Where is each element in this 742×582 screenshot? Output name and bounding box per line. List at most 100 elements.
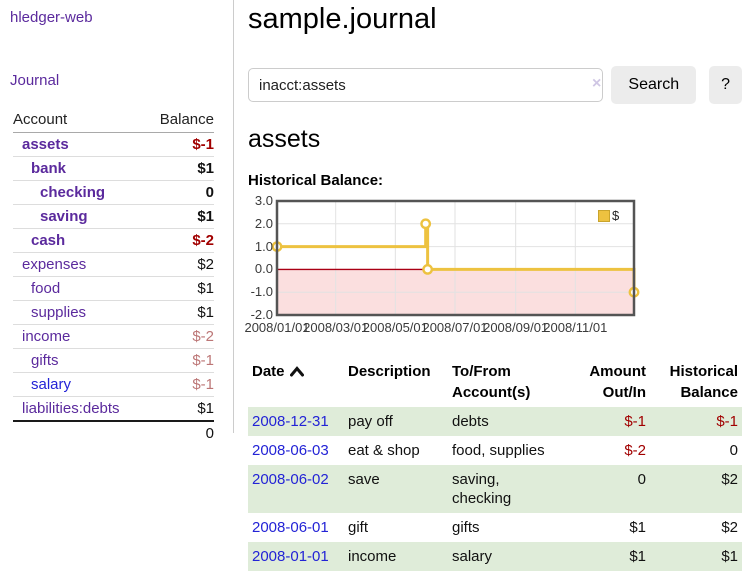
transaction-accounts: debts	[452, 413, 489, 430]
table-row: 2008-01-01 income salary $1 $1	[248, 542, 742, 571]
x-axis-tick-label: 2008/11/01	[543, 320, 608, 335]
main-content: sample.journal × Search ? assets Histori…	[244, 0, 742, 571]
chart-heading: Historical Balance:	[248, 172, 384, 189]
sidebar-account-balance: $-1	[192, 376, 214, 393]
register-column-header: Amount Out/In	[589, 363, 646, 401]
x-axis-tick-label: 2008/09/01	[483, 320, 549, 335]
transaction-description: eat & shop	[348, 442, 420, 459]
sort-ascending-icon	[289, 366, 304, 377]
sidebar-account-row: saving $1	[13, 205, 214, 229]
x-axis-tick-label: 2008/03/01	[303, 320, 369, 335]
sidebar-account-link[interactable]: bank	[31, 160, 67, 177]
transaction-date-link[interactable]: 2008-06-03	[252, 442, 329, 459]
page-title: sample.journal	[248, 3, 437, 35]
sidebar-account-link[interactable]: supplies	[31, 304, 87, 321]
y-axis-tick-label: 3.0	[254, 193, 273, 208]
sidebar-account-row: bank $1	[13, 157, 214, 181]
sidebar-account-link[interactable]: saving	[40, 208, 88, 225]
sidebar-account-row: checking 0	[13, 181, 214, 205]
y-axis-tick-label: 2.0	[254, 215, 273, 231]
accounts-table-header: Account Balance	[13, 108, 214, 133]
x-axis-tick-label: 2008/05/01	[362, 320, 428, 335]
historical-balance-chart: 3.0 2.0 1.0 0.0 -1.0 -2.0 2008/01/01 2008/03/01…	[244, 194, 742, 340]
sidebar-account-link[interactable]: liabilities:debts	[22, 400, 120, 417]
transaction-date-link[interactable]: 2008-06-02	[252, 471, 329, 488]
sidebar-account-balance: $1	[197, 400, 214, 417]
sidebar-account-row: salary $-1	[13, 373, 214, 397]
sidebar-account-row: cash $-2	[13, 229, 214, 253]
transaction-accounts: saving, checking	[452, 471, 512, 507]
register-column-header[interactable]: Date	[248, 361, 344, 407]
transaction-amount: $-1	[624, 413, 646, 430]
transaction-amount: $-2	[624, 442, 646, 459]
sidebar-account-balance: 0	[205, 184, 214, 201]
sidebar-account-link[interactable]: expenses	[22, 256, 87, 273]
sidebar-account-link[interactable]: assets	[22, 136, 69, 153]
register-column-header: Historical Balance	[669, 363, 738, 401]
table-row: 2008-06-01 gift gifts $1 $2	[248, 513, 742, 542]
sidebar-account-row: supplies $1	[13, 301, 214, 325]
sidebar-account-link[interactable]: checking	[40, 184, 106, 201]
transaction-running-balance: $2	[721, 519, 738, 536]
accounts-total-balance: 0	[205, 425, 214, 442]
sidebar-account-balance: $-2	[192, 328, 214, 345]
sidebar-account-row: assets $-1	[13, 133, 214, 157]
sidebar-account-balance: $2	[197, 256, 214, 273]
accounts-table: Account Balance assets $-1 bank $1 checking 0…	[13, 108, 214, 445]
transaction-date-link[interactable]: 2008-12-31	[252, 413, 329, 430]
sidebar-item-journal[interactable]: Journal	[10, 72, 60, 89]
chart-legend: $	[598, 208, 619, 223]
data-point	[420, 218, 432, 230]
brand-link[interactable]: hledger-web	[10, 9, 93, 26]
y-axis-tick-label: 1.0	[254, 238, 273, 254]
transaction-amount: $1	[629, 519, 646, 536]
transaction-running-balance: $-1	[716, 413, 738, 430]
transaction-accounts: food, supplies	[452, 442, 545, 459]
transaction-running-balance: $2	[721, 471, 738, 488]
sidebar-account-balance: $1	[197, 208, 214, 225]
sidebar-account-link[interactable]: food	[31, 280, 61, 297]
sidebar-account-link[interactable]: gifts	[31, 352, 59, 369]
register-column-header: To/From Account(s)	[452, 363, 531, 401]
accounts-total-row: 0	[13, 420, 214, 445]
sidebar-account-balance: $-2	[192, 232, 214, 249]
sidebar-account-balance: $1	[197, 280, 214, 297]
sidebar-account-row: food $1	[13, 277, 214, 301]
transaction-running-balance: $1	[721, 548, 738, 565]
x-axis-tick-label: 2008/01/01	[244, 320, 310, 335]
search-form: × Search ?	[248, 66, 742, 104]
table-row: 2008-06-02 save saving, checking 0 $2	[248, 465, 742, 513]
transaction-description: pay off	[348, 413, 393, 430]
chart-canvas	[271, 199, 640, 317]
sidebar-account-row: liabilities:debts $1	[13, 397, 214, 421]
y-axis-tick-label: 0.0	[254, 261, 273, 277]
search-input[interactable]	[248, 68, 604, 102]
search-button[interactable]: Search	[611, 66, 697, 104]
sidebar-account-balance: $-1	[192, 136, 214, 153]
y-axis-tick-label: -1.0	[250, 284, 273, 300]
help-button[interactable]: ?	[709, 66, 742, 104]
chart-border	[275, 199, 636, 317]
sidebar-account-balance: $1	[197, 304, 214, 321]
legend-swatch-icon	[598, 209, 610, 222]
sidebar-account-row: expenses $2	[13, 253, 214, 277]
table-row: 2008-12-31 pay off debts $-1 $-1	[248, 407, 742, 436]
sidebar-account-balance: $1	[197, 160, 214, 177]
transaction-description: income	[348, 548, 397, 565]
transaction-amount: 0	[637, 471, 646, 488]
transaction-date-link[interactable]: 2008-01-01	[252, 548, 329, 565]
sidebar-account-link[interactable]: cash	[31, 232, 66, 249]
sidebar-account-balance: $-1	[192, 352, 214, 369]
sidebar-account-link[interactable]: income	[22, 328, 71, 345]
table-row: 2008-06-03 eat & shop food, supplies $-2 0	[248, 436, 742, 465]
balance-column-header: Balance	[159, 111, 214, 128]
data-point	[422, 264, 434, 275]
sidebar-account-row: income $-2	[13, 325, 214, 349]
x-axis-tick-label: 2008/07/01	[422, 320, 488, 335]
transaction-date-link[interactable]: 2008-06-01	[252, 519, 329, 536]
sidebar-account-link[interactable]: salary	[31, 376, 72, 393]
clear-search-icon[interactable]: ×	[592, 75, 602, 92]
account-heading: assets	[248, 125, 321, 153]
register-table: Date Description To/From Account(s) Amount …	[248, 361, 742, 571]
sidebar-account-row: gifts $-1	[13, 349, 214, 373]
